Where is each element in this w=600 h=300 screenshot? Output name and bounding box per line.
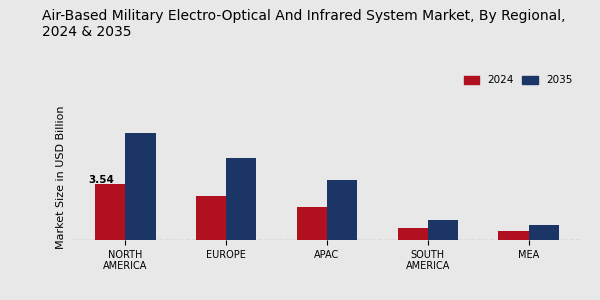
Legend: 2024, 2035: 2024, 2035 (460, 71, 577, 90)
Bar (428, 220, 458, 240)
Bar (196, 196, 226, 240)
Text: 3.54: 3.54 (88, 175, 114, 185)
Bar (327, 180, 357, 240)
Bar (529, 225, 559, 240)
Bar (95, 184, 125, 240)
Bar (499, 231, 529, 240)
Bar (226, 158, 256, 240)
Bar (125, 133, 155, 240)
Bar (398, 228, 428, 240)
Text: Air-Based Military Electro-Optical And Infrared System Market, By Regional,
2024: Air-Based Military Electro-Optical And I… (42, 9, 566, 39)
Bar (297, 207, 327, 240)
Y-axis label: Market Size in USD Billion: Market Size in USD Billion (56, 105, 67, 249)
